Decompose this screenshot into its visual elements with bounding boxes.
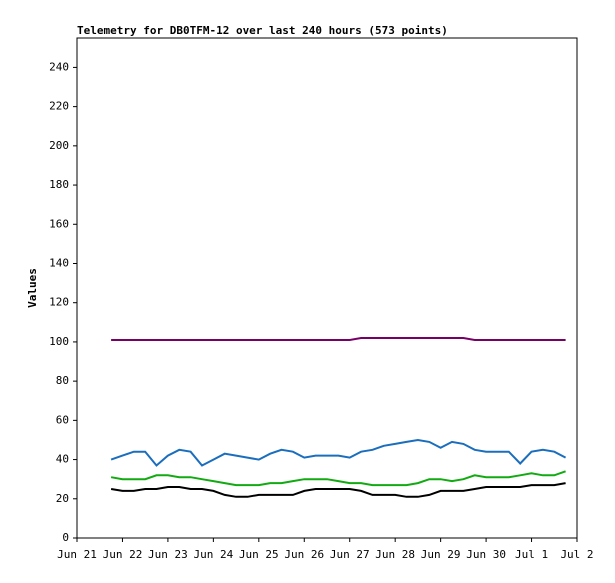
y-tick-label: 60 [56,413,69,426]
x-tick-label: Jun 26 [284,548,324,561]
series-line [111,337,566,341]
x-tick-label: Jun 24 [193,548,233,561]
y-tick-label: 0 [62,531,69,544]
x-tick-label: Jun 23 [148,548,188,561]
y-tick-label: 140 [49,256,69,269]
y-tick-label: 240 [49,60,69,73]
series-line [110,470,566,487]
x-tick-label: Jun 30 [466,548,506,561]
x-tick-label: Jun 22 [103,548,143,561]
y-axis-label: Values [26,268,39,308]
x-tick-label: Jun 29 [421,548,461,561]
y-tick-label: 160 [49,217,69,230]
y-tick-label: 40 [56,453,69,466]
series-line [110,482,566,498]
x-tick-label: Jun 28 [375,548,415,561]
y-tick-label: 220 [49,100,69,113]
x-tick-label: Jun 25 [239,548,279,561]
x-tick-label: Jun 21 [57,548,97,561]
y-tick-label: 120 [49,296,69,309]
y-tick-label: 80 [56,374,69,387]
x-tick-label: Jun 27 [330,548,370,561]
y-tick-label: 100 [49,335,69,348]
x-tick-label: Jul 1 [515,548,548,561]
y-tick-label: 20 [56,492,69,505]
y-tick-label: 180 [49,178,69,191]
x-tick-label: Jul 2 [560,548,593,561]
chart-title: Telemetry for DB0TFM-12 over last 240 ho… [77,24,448,37]
series-line [110,438,567,467]
y-tick-label: 200 [49,139,69,152]
plot-frame [76,37,578,539]
